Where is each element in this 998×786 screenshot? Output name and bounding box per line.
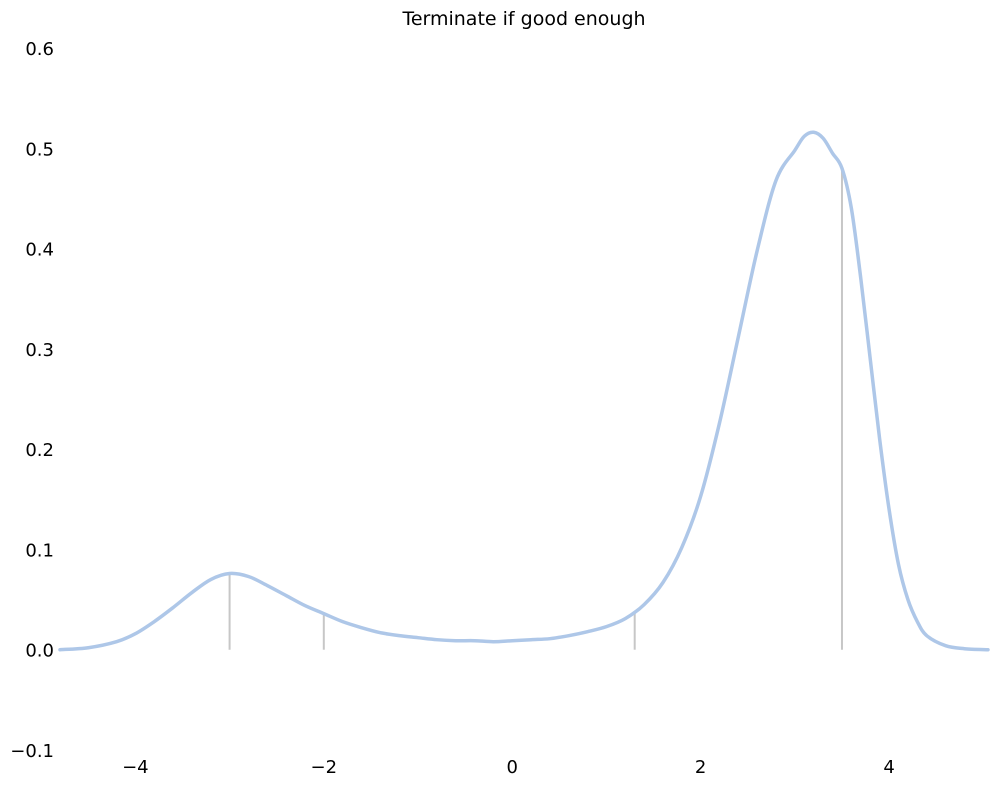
- x-tick-label: 0: [506, 757, 517, 778]
- y-tick-label: 0.3: [25, 340, 54, 361]
- y-tick-label: −0.1: [10, 741, 54, 762]
- x-tick-label: 4: [883, 757, 894, 778]
- y-axis-ticks: −0.1 0.0 0.1 0.2 0.3 0.4 0.5 0.6: [10, 39, 54, 762]
- y-tick-label: 0.4: [25, 240, 54, 261]
- density-curves: [58, 130, 990, 652]
- chart-title: Terminate if good enough: [401, 8, 645, 30]
- x-tick-label: 2: [695, 757, 706, 778]
- y-tick-label: 0.6: [25, 39, 54, 60]
- x-tick-label: −4: [122, 757, 149, 778]
- x-tick-label: −2: [311, 757, 338, 778]
- y-tick-label: 0.2: [25, 440, 54, 461]
- x-axis-ticks: −4 −2 0 2 4: [122, 757, 895, 778]
- density-curve: [58, 130, 990, 652]
- y-tick-label: 0.5: [25, 139, 54, 160]
- y-tick-label: 0.0: [25, 641, 54, 662]
- y-tick-label: 0.1: [25, 540, 54, 561]
- sample-stems: [228, 168, 843, 650]
